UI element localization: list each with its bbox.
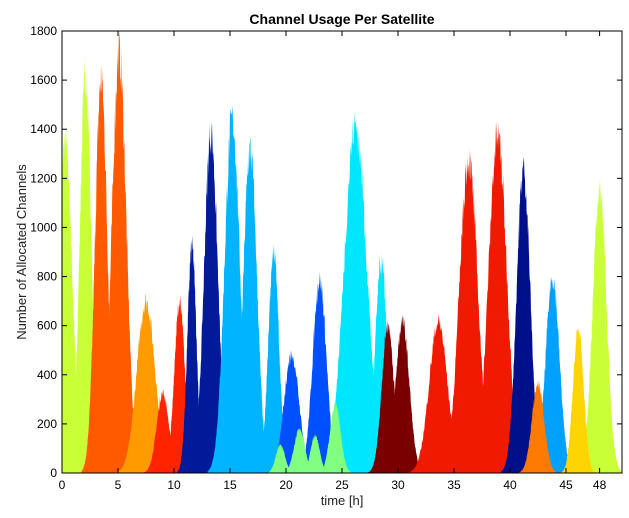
series-3-peak-0 [143, 389, 183, 473]
y-tick-label-0: 0 [50, 466, 57, 480]
series-1-peak-0 [81, 65, 121, 473]
series-14-peak-2 [300, 434, 330, 473]
series-13-peak-0 [518, 378, 558, 473]
series-6-peak-1 [297, 271, 342, 473]
series-8-peak-1 [380, 313, 425, 473]
series-9-peak-1 [438, 148, 499, 473]
series-5-peak-1 [227, 138, 273, 473]
x-tick-label-1: 5 [115, 478, 122, 492]
y-tick-label-7: 1400 [30, 122, 57, 136]
x-tick-label-8: 40 [503, 478, 517, 492]
x-tick-label-6: 30 [391, 478, 405, 492]
x-axis-label: time [h] [321, 493, 364, 508]
x-tick-label-2: 10 [167, 478, 181, 492]
series-4-peak-0 [177, 235, 207, 473]
y-tick-label-9: 1800 [30, 24, 57, 38]
axes: 0 5 10 15 20 25 30 35 40 45 48 0 200 400 600 800 1000 120… [30, 24, 623, 492]
series-12-peak-0 [561, 327, 596, 473]
x-tick-label-4: 20 [279, 478, 293, 492]
y-tick-label-1: 200 [37, 417, 57, 431]
series-9-peak-2 [468, 119, 528, 473]
y-tick-label-5: 1000 [30, 220, 57, 234]
chart-title: Channel Usage Per Satellite [249, 11, 434, 27]
plot-area [62, 31, 622, 473]
y-tick-label-4: 800 [37, 270, 57, 284]
x-tick-label-3: 15 [223, 478, 237, 492]
series-9-peak-0 [408, 313, 468, 473]
y-tick-label-6: 1200 [30, 171, 57, 185]
x-tick-label-0: 0 [59, 478, 66, 492]
series-10-peak-0 [501, 156, 546, 473]
y-tick-label-2: 400 [37, 368, 57, 382]
x-tick-label-5: 25 [335, 478, 349, 492]
series-14-peak-3 [318, 401, 353, 473]
series-0-peak-0 [62, 123, 88, 473]
x-tick-label-7: 35 [447, 478, 461, 492]
x-tick-label-9: 45 [559, 478, 573, 492]
y-tick-label-8: 1600 [30, 73, 57, 87]
series-1-peak-1 [95, 31, 143, 473]
series-14-peak-0 [265, 443, 296, 473]
y-tick-label-3: 600 [37, 319, 57, 333]
x-tick-label-10: 48 [593, 478, 607, 492]
series-0-peak-2 [577, 177, 622, 473]
y-axis-label: Number of Allocated Channels [14, 164, 29, 340]
series-5-peak-2 [256, 244, 291, 473]
